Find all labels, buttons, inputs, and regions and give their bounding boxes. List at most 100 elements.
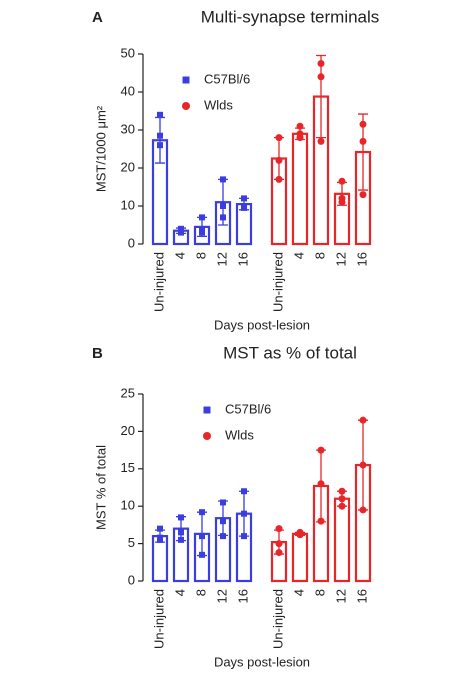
y-tick-label: 30 [121,121,135,136]
data-point [317,517,325,525]
data-point [338,495,346,503]
data-point [220,176,226,183]
data-point [178,229,184,236]
bar [291,132,309,246]
data-point [199,229,205,236]
error-bar [316,54,326,139]
data-point [359,461,367,469]
data-point [241,195,247,202]
x-tick-label: 12 [214,589,229,603]
data-point [317,73,325,81]
data-point [220,499,226,506]
y-tick-label: 10 [121,498,135,513]
data-point [275,525,283,533]
data-point [241,533,247,540]
data-point [275,156,283,164]
legend-label: Wlds [204,97,233,112]
x-tick-label: 8 [312,589,327,596]
data-point [241,510,247,517]
legend-label: C57Bl/6 [204,71,250,86]
x-tick-label: 8 [193,252,208,259]
data-point [199,509,205,516]
data-point [220,214,226,221]
data-point [157,111,163,118]
data-point [275,549,283,557]
data-point [317,446,325,454]
data-point [296,122,304,130]
bar [291,532,309,583]
data-point [220,533,226,540]
x-tick-label: 4 [172,252,187,259]
data-point [359,506,367,514]
chart-title: MST as % of total [223,343,357,362]
y-tick-label: 20 [121,423,135,438]
y-tick-label: 40 [121,83,135,98]
legend-label: C57Bl/6 [225,401,271,416]
legend-marker [203,432,211,440]
data-point [157,525,163,532]
x-tick-label: 4 [291,252,306,259]
panel-label: B [92,345,103,362]
data-point [296,531,304,539]
y-tick-label: 0 [128,235,135,250]
x-tick-label: 16 [235,589,250,603]
y-tick-label: 15 [121,460,135,475]
x-tick-label: 4 [172,589,187,596]
y-axis-title: MST/1000 μm² [93,105,108,192]
x-tick-label: Un-injured [270,589,285,649]
x-axis-title: Days post-lesion [214,317,310,332]
data-point [359,191,367,199]
data-point [178,536,184,543]
data-point [317,480,325,488]
x-tick-label: 16 [354,589,369,603]
y-tick-label: 0 [128,572,135,587]
y-tick-label: 20 [121,159,135,174]
data-point [338,198,346,206]
data-point [338,177,346,185]
x-tick-label: 8 [193,589,208,596]
data-point [241,488,247,495]
legend-marker [182,76,190,84]
y-tick-label: 50 [121,45,135,60]
data-point [359,120,367,128]
x-tick-label: 12 [333,252,348,266]
legend-marker [182,102,190,110]
data-point [359,137,367,145]
data-point [220,203,226,209]
y-tick-label: 10 [121,197,135,212]
legend-marker [203,406,211,414]
data-point [178,529,184,536]
panel-label: A [92,9,103,26]
data-point [275,134,283,142]
data-point [275,175,283,183]
data-point [296,134,304,142]
x-axis-title: Days post-lesion [214,654,310,669]
data-point [317,60,325,67]
y-tick-label: 5 [128,535,135,550]
x-tick-label: 12 [333,589,348,603]
x-tick-label: 12 [214,252,229,266]
data-point [317,137,325,145]
x-tick-label: 8 [312,252,327,259]
x-tick-label: 16 [235,252,250,266]
x-tick-label: 4 [291,589,306,596]
chart-title: Multi-synapse terminals [201,7,380,26]
data-point [157,534,163,541]
data-point [338,487,346,495]
x-tick-label: Un-injured [270,252,285,312]
data-point [338,502,346,510]
legend-label: Wlds [225,427,254,442]
data-point [199,533,205,540]
data-point [178,514,184,521]
x-tick-label: 16 [354,252,369,266]
data-point [178,225,184,232]
x-tick-label: Un-injured [151,589,166,649]
data-point [157,142,163,149]
x-tick-label: Un-injured [151,252,166,312]
bar [333,497,351,583]
data-point [241,204,247,211]
data-point [199,551,205,558]
data-point [275,540,283,548]
data-point [359,416,367,424]
